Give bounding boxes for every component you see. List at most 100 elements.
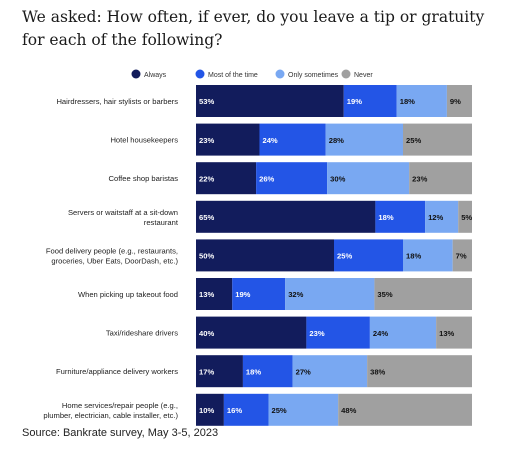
category-label: Furniture/appliance delivery workers [56, 367, 178, 376]
bar-segment-always [196, 239, 334, 272]
data-label: 23% [309, 329, 324, 338]
data-label: 18% [400, 97, 415, 106]
data-label: 23% [199, 136, 214, 145]
data-label: 24% [373, 329, 388, 338]
bar-segment-never [374, 278, 472, 310]
bar-segment-only-sometimes [327, 162, 410, 195]
data-label: 7% [456, 252, 467, 261]
category-labels: Hairdressers, hair stylists or barbers Ho… [43, 97, 179, 420]
bar-segment-never [338, 393, 472, 426]
bar-segment-only-sometimes [292, 355, 368, 388]
data-label: 13% [439, 329, 454, 338]
data-label: 10% [199, 406, 214, 415]
category-label: When picking up takeout food [78, 290, 178, 299]
data-label: 12% [428, 213, 443, 222]
legend-item-always: Always [131, 69, 167, 79]
data-label: 24% [262, 136, 277, 145]
data-label: 48% [341, 406, 356, 415]
bar-segment-most-of-the-time [242, 355, 293, 388]
bar-row-4: 65% 18% 12% 5% [196, 200, 472, 233]
data-label: 9% [450, 97, 461, 106]
chart-title: We asked: How often, if ever, do you lea… [22, 8, 485, 49]
bar-segment-never [409, 162, 472, 195]
category-label: Hotel housekeepers [110, 136, 178, 145]
bar-segment-never [367, 355, 472, 388]
bar-segment-always [196, 85, 344, 117]
bar-segment-only-sometimes [425, 200, 459, 233]
bar-row-2: 23% 24% 28% 25% [196, 123, 472, 156]
category-label: Taxi/rideshare drivers [106, 329, 178, 338]
data-label: 53% [199, 97, 214, 106]
bar-segment-always [196, 393, 224, 426]
data-label: 35% [377, 290, 392, 299]
data-label: 32% [288, 290, 303, 299]
data-label: 38% [370, 367, 385, 376]
bar-row-9: 10% 16% 25% 48% [196, 393, 472, 426]
data-label: 50% [199, 252, 214, 261]
bar-segment-never [452, 239, 472, 272]
source-note: Source: Bankrate survey, May 3-5, 2023 [22, 427, 219, 439]
data-label: 28% [329, 136, 344, 145]
data-label: 27% [296, 367, 311, 376]
bar-segment-never [446, 85, 472, 117]
bar-segment-never [436, 316, 472, 349]
bar-segment-always [196, 123, 260, 156]
bar-segment-only-sometimes [285, 278, 375, 310]
bar-segment-most-of-the-time [259, 123, 326, 156]
bar-segment-only-sometimes [268, 393, 339, 426]
data-label: 65% [199, 213, 214, 222]
bar-row-5: 50% 25% 18% 7% [196, 239, 472, 272]
bar-row-1: 53% 19% 18% 9% [196, 85, 472, 117]
legend-item-most-of-the-time: Most of the time [195, 69, 258, 79]
bar-row-3: 22% 26% 30% 23% [196, 162, 472, 195]
bar-segment-never [458, 200, 472, 233]
category-label: Hairdressers, hair stylists or barbers [56, 97, 178, 106]
bar-segment-always [196, 316, 307, 349]
data-label: 26% [259, 174, 274, 183]
category-label: Servers or waitstaff at a sit-down restau… [68, 208, 179, 227]
data-label: 18% [246, 367, 261, 376]
data-label: 17% [199, 367, 214, 376]
category-label: Food delivery people (e.g., restaurants,… [46, 246, 179, 265]
data-label: 18% [378, 213, 393, 222]
bar-segment-never [403, 123, 472, 156]
legend-label: Always [144, 72, 167, 79]
bar-row-7: 40% 23% 24% 13% [196, 316, 472, 349]
bar-segment-most-of-the-time [232, 278, 286, 310]
legend-item-only-sometimes: Only sometimes [275, 69, 339, 79]
data-label: 18% [406, 252, 421, 261]
bar-segment-only-sometimes [369, 316, 437, 349]
legend: Always Most of the time Only sometimes Neve… [131, 69, 373, 79]
data-label: 22% [199, 174, 214, 183]
bar-segment-always [196, 278, 233, 310]
bars: 53% 19% 18% 9% 23% 24% 28% 25% 22% 26% 30% 23% 65% 18… [196, 85, 472, 426]
bar-row-8: 17% 18% 27% 38% [196, 355, 472, 388]
legend-swatch [195, 69, 205, 79]
data-label: 25% [271, 406, 286, 415]
data-label: 19% [235, 290, 250, 299]
legend-swatch [275, 69, 285, 79]
data-label: 5% [461, 213, 472, 222]
bar-segment-always [196, 162, 257, 195]
data-label: 25% [406, 136, 421, 145]
data-label: 13% [199, 290, 214, 299]
bar-row-6: 13% 19% 32% 35% [196, 278, 472, 310]
bar-segment-always [196, 200, 376, 233]
bar-segment-always [196, 355, 243, 388]
bar-segment-only-sometimes [403, 239, 453, 272]
data-label: 30% [330, 174, 345, 183]
bar-segment-most-of-the-time [306, 316, 370, 349]
bar-segment-most-of-the-time [223, 393, 269, 426]
bar-segment-most-of-the-time [343, 85, 397, 117]
data-label: 23% [412, 174, 427, 183]
bar-segment-only-sometimes [396, 85, 447, 117]
bar-segment-only-sometimes [325, 123, 403, 156]
data-label: 25% [337, 252, 352, 261]
legend-swatch [341, 69, 351, 79]
category-label: Coffee shop baristas [108, 174, 178, 183]
legend-label: Most of the time [208, 72, 258, 79]
data-label: 16% [227, 406, 242, 415]
legend-label: Only sometimes [288, 72, 339, 79]
bar-segment-most-of-the-time [375, 200, 426, 233]
